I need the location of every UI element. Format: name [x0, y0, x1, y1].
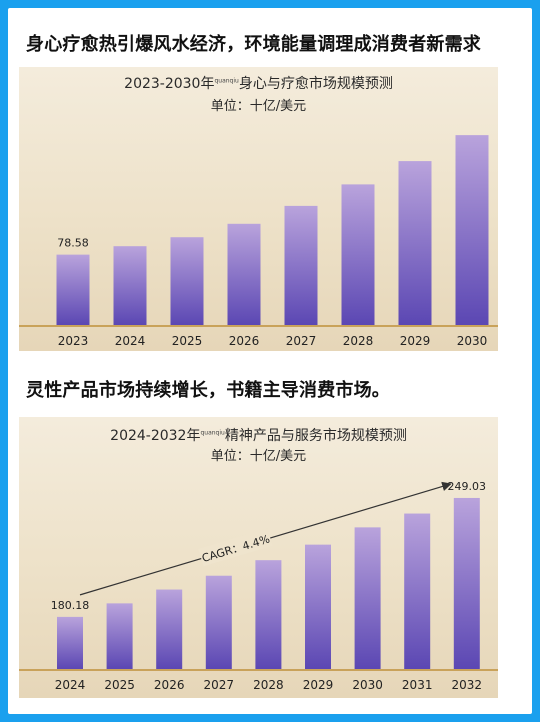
x-tick-label: 2030	[352, 678, 383, 692]
bar-2027	[205, 575, 232, 669]
chart-title-watermark: quanqiu	[214, 77, 239, 85]
x-tick-label: 2025	[104, 678, 135, 692]
heading-spiritual: 灵性产品市场持续增长，书籍主导消费市场。	[26, 380, 390, 401]
chart-title-wellness: 2023-2030年quanqiu身心与疗愈市场规模预测	[19, 73, 498, 93]
bar-2026	[227, 223, 261, 325]
chart-unit-spiritual: 单位：十亿/美元	[210, 449, 307, 464]
bar-2030	[354, 527, 381, 669]
bar-2029	[398, 161, 432, 325]
bar-2024	[113, 246, 147, 325]
x-tick-label: 2026	[229, 334, 260, 348]
bar-2025	[170, 237, 204, 325]
x-tick-label: 2024	[115, 334, 146, 348]
x-tick-label: 2027	[204, 678, 235, 692]
x-tick-label: 2028	[343, 334, 374, 348]
x-tick-label: 2024	[55, 678, 86, 692]
chart-panel-spiritual: 2024-2032年quanqiu精神产品与服务市场规模预测 单位：十亿/美元 …	[19, 417, 498, 698]
data-label: 180.18	[51, 599, 90, 612]
bar-2028	[255, 560, 282, 669]
chart-unit-wellness: 单位：十亿/美元	[210, 99, 307, 114]
data-label: 78.58	[57, 237, 89, 250]
bar-chart-spiritual: 2024 180.18 2025 2026 2027 2028 2029 2030 2031 20…	[19, 480, 498, 692]
x-tick-label: 2023	[58, 334, 89, 348]
x-tick-label: 2031	[402, 678, 433, 692]
data-label: 249.03	[448, 480, 487, 493]
annotation-background	[198, 528, 273, 567]
bar-2031	[404, 513, 431, 669]
chart-title-text: 身心与疗愈市场规模预测	[238, 76, 393, 92]
x-tick-label: 2029	[400, 334, 431, 348]
x-tick-label: 2026	[154, 678, 185, 692]
bar-2027	[284, 205, 318, 325]
heading-wellness: 身心疗愈热引爆风水经济，环境能量调理成消费者新需求	[26, 34, 481, 55]
bar-2025	[106, 603, 133, 669]
bar-2026	[156, 589, 183, 669]
chart-title-text: 精神产品与服务市场规模预测	[224, 428, 407, 444]
bar-2028	[341, 184, 375, 325]
bar-2032	[453, 497, 480, 669]
bar-2023	[56, 254, 90, 325]
bar-chart-wellness: 2023 78.58 2024 2025 2026 2027 2028 2029 2030	[19, 135, 498, 348]
chart-title-watermark: quanqiu	[200, 429, 225, 437]
chart-title-years: 2024-2032年	[110, 428, 201, 444]
x-tick-label: 2032	[452, 678, 483, 692]
x-tick-label: 2025	[172, 334, 203, 348]
bar-2029	[305, 544, 331, 669]
bar-2030	[455, 135, 489, 325]
chart-title-spiritual: 2024-2032年quanqiu精神产品与服务市场规模预测	[19, 425, 498, 445]
x-tick-label: 2029	[303, 678, 334, 692]
x-tick-label: 2030	[457, 334, 488, 348]
x-tick-label: 2028	[253, 678, 284, 692]
x-tick-label: 2027	[286, 334, 317, 348]
bar-2024	[57, 616, 83, 669]
chart-title-years: 2023-2030年	[124, 76, 215, 92]
chart-panel-wellness: 2023-2030年quanqiu身心与疗愈市场规模预测 单位：十亿/美元 20…	[19, 67, 498, 351]
